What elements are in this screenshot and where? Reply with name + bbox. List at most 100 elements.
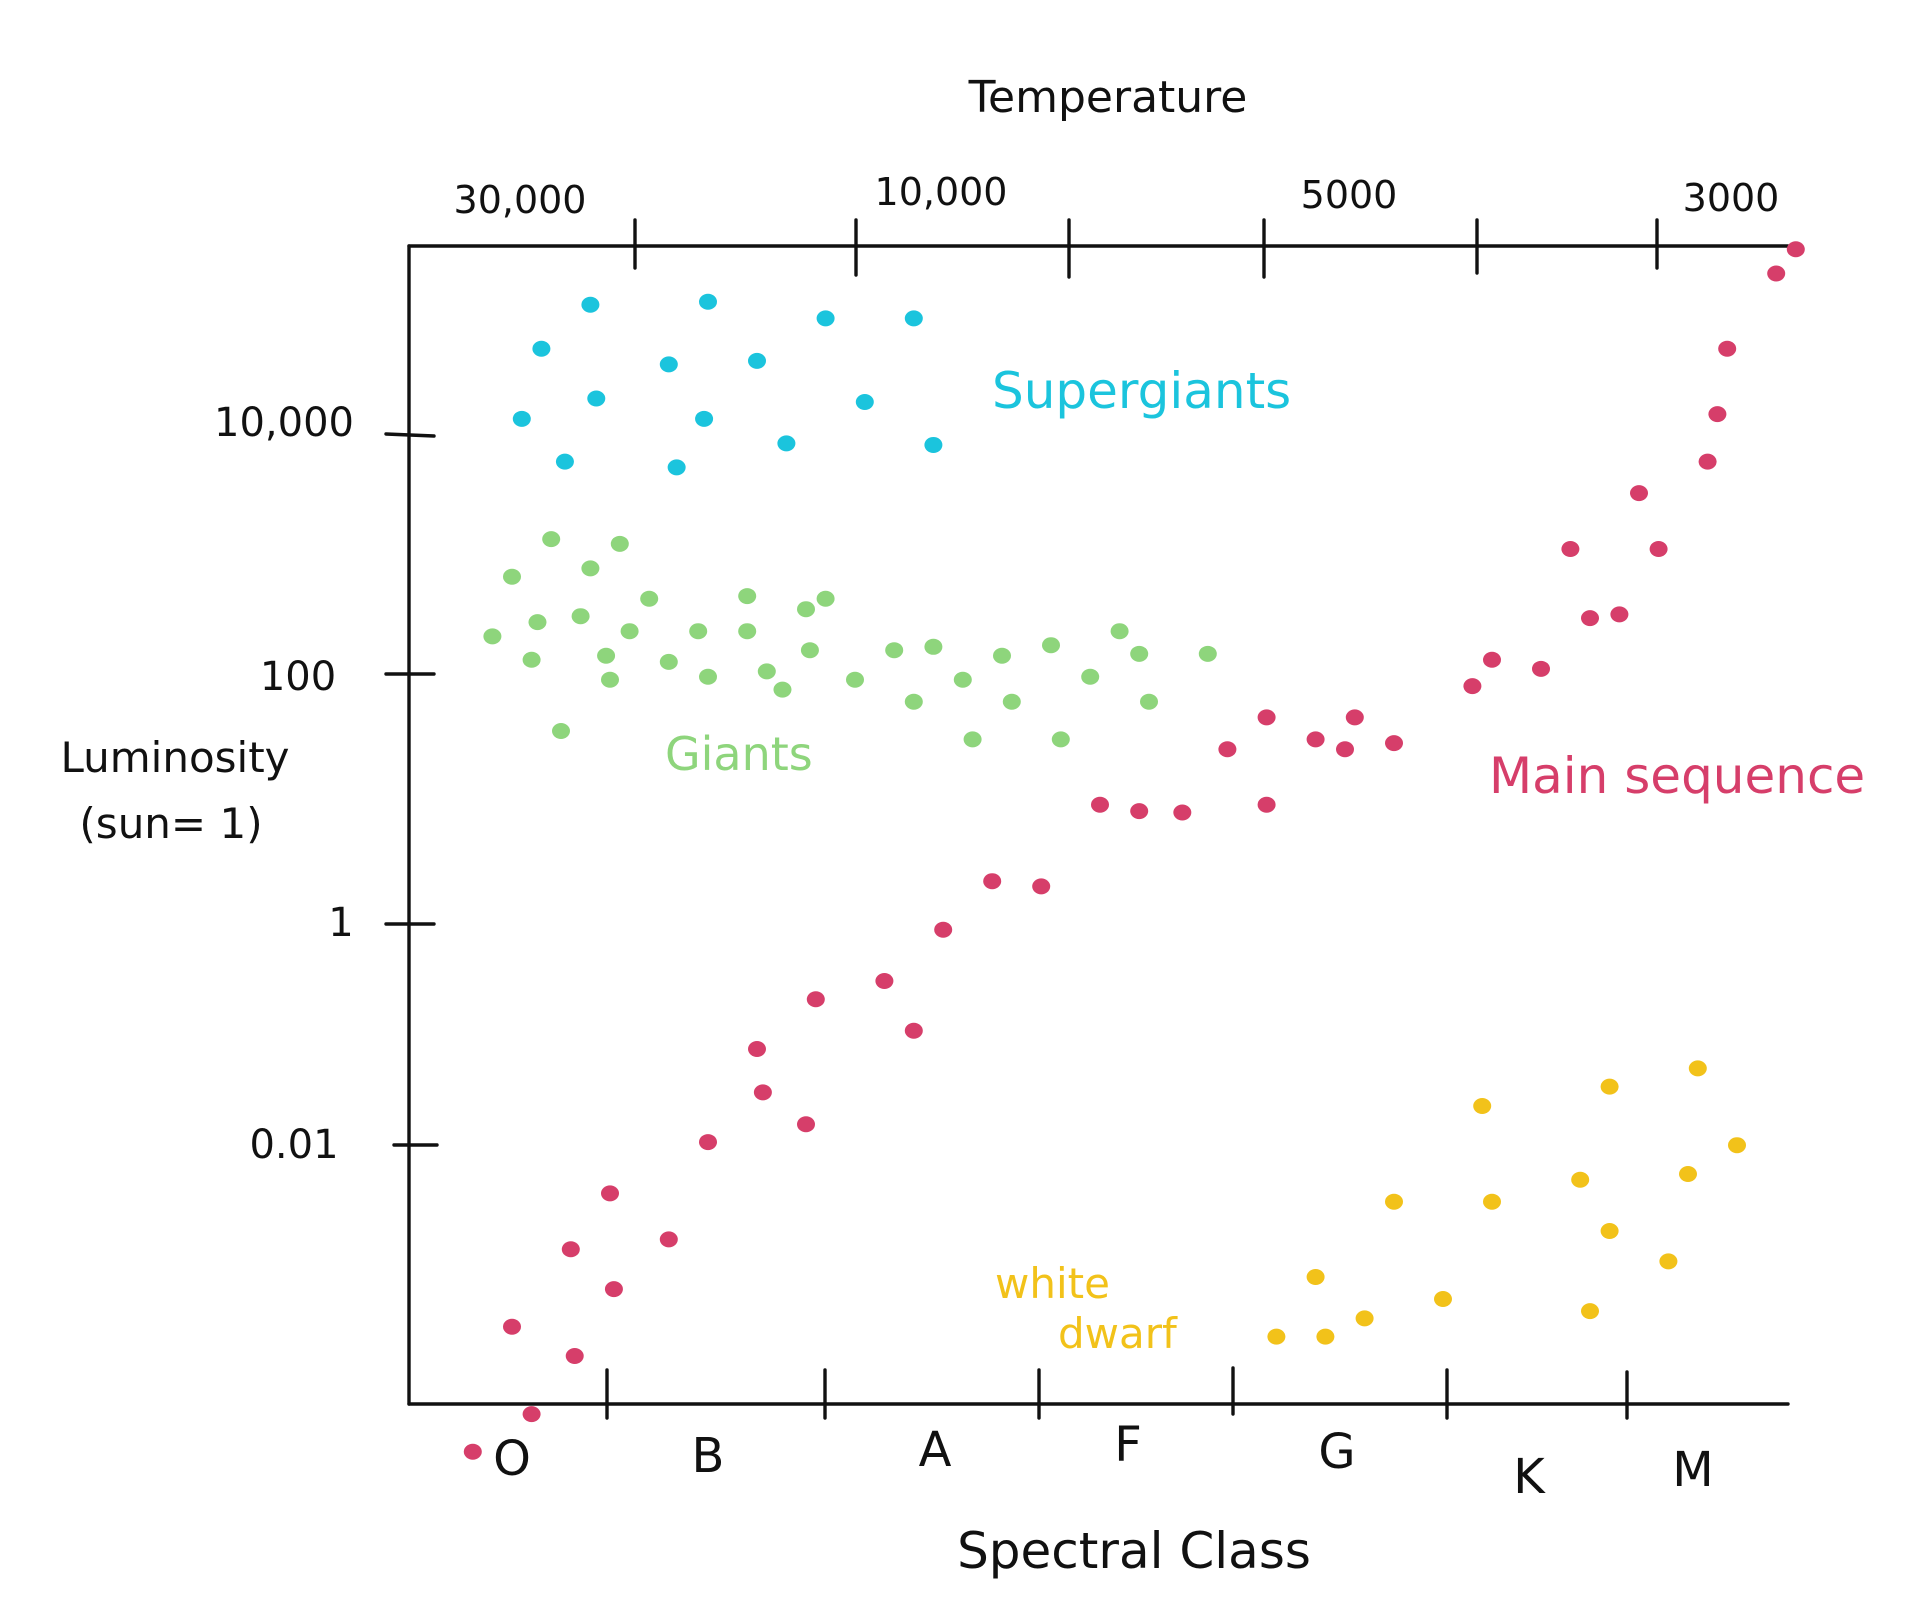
y-axis-label-line1: Luminosity bbox=[60, 733, 289, 782]
white-dwarf-point-14 bbox=[1679, 1166, 1697, 1182]
class-label-A: A bbox=[919, 1422, 952, 1478]
giants-point-16 bbox=[699, 668, 717, 685]
main-sequence-point-38 bbox=[1708, 406, 1727, 423]
white-dwarf-point-7 bbox=[1473, 1097, 1492, 1114]
giants-point-14 bbox=[659, 653, 678, 670]
main-sequence-point-35 bbox=[1630, 485, 1648, 502]
class-label-K: K bbox=[1513, 1449, 1546, 1505]
supergiants-point-3 bbox=[555, 453, 574, 470]
annotation-white-dwarf-line2: dwarf bbox=[1058, 1309, 1178, 1358]
top-axis-label: Temperature bbox=[968, 72, 1248, 123]
top-tick-label-5000: 5000 bbox=[1301, 173, 1398, 217]
main-sequence-point-4 bbox=[561, 1241, 580, 1258]
giants-point-1 bbox=[483, 628, 502, 645]
giants-point-38 bbox=[1198, 645, 1217, 662]
supergiants-point-5 bbox=[587, 390, 606, 407]
giants-point-6 bbox=[552, 722, 570, 739]
main-sequence-point-10 bbox=[748, 1041, 766, 1057]
y-tick-label-100: 100 bbox=[260, 654, 336, 700]
supergiants-point-8 bbox=[695, 410, 714, 427]
white-dwarf-point-16 bbox=[1728, 1137, 1746, 1154]
supergiants-point-9 bbox=[699, 293, 717, 310]
y-axis-label-line2: (sun= 1) bbox=[79, 799, 262, 848]
main-sequence-point-7 bbox=[604, 1281, 623, 1298]
giants-point-30 bbox=[993, 647, 1011, 664]
annotation-giants: Giants bbox=[665, 727, 813, 781]
main-sequence-point-15 bbox=[904, 1022, 923, 1039]
main-sequence-point-3 bbox=[522, 1406, 541, 1423]
supergiants-point-15 bbox=[924, 436, 943, 453]
white-dwarf-point-3 bbox=[1316, 1328, 1335, 1345]
giants-point-31 bbox=[1002, 693, 1021, 710]
white-dwarf-point-2 bbox=[1306, 1268, 1325, 1285]
main-sequence-point-37 bbox=[1698, 453, 1717, 470]
main-sequence-point-20 bbox=[1130, 803, 1149, 820]
giants-point-9 bbox=[597, 647, 616, 664]
main-sequence-point-23 bbox=[1257, 709, 1276, 726]
giants-point-33 bbox=[1051, 731, 1070, 748]
supergiants-point-13 bbox=[855, 393, 874, 410]
giants-point-34 bbox=[1081, 668, 1100, 685]
plot-frame bbox=[407, 244, 1790, 1406]
main-sequence-point-40 bbox=[1767, 265, 1786, 282]
supergiants-point-6 bbox=[659, 356, 678, 373]
main-sequence-point-19 bbox=[1091, 796, 1109, 813]
giants-point-2 bbox=[503, 568, 521, 585]
main-sequence-point-26 bbox=[1336, 741, 1354, 758]
giants-point-11 bbox=[610, 535, 629, 552]
main-sequence-point-27 bbox=[1345, 709, 1364, 726]
main-sequence-point-33 bbox=[1581, 610, 1599, 627]
giants-point-13 bbox=[640, 590, 659, 607]
white-dwarf-point-15 bbox=[1688, 1060, 1707, 1077]
main-sequence-point-24 bbox=[1257, 796, 1276, 813]
y-ticks bbox=[384, 432, 439, 1147]
top-ticks bbox=[633, 218, 1659, 279]
y-tick-label-10000: 10,000 bbox=[214, 400, 354, 446]
giants-point-7 bbox=[571, 608, 590, 625]
main-sequence-point-39 bbox=[1718, 340, 1737, 357]
giants-point-19 bbox=[757, 663, 776, 680]
series-layer bbox=[463, 241, 1805, 1460]
main-sequence-point-11 bbox=[753, 1084, 772, 1101]
main-sequence-point-12 bbox=[797, 1116, 815, 1133]
white-dwarf-point-10 bbox=[1581, 1303, 1599, 1320]
main-sequence-point-16 bbox=[934, 921, 953, 938]
main-sequence-point-14 bbox=[875, 972, 894, 989]
series-main-sequence bbox=[463, 241, 1805, 1460]
white-dwarf-point-6 bbox=[1434, 1291, 1452, 1307]
main-sequence-point-32 bbox=[1561, 541, 1580, 557]
giants-point-24 bbox=[846, 671, 864, 688]
series-giants bbox=[483, 531, 1217, 748]
bottom-ticks bbox=[605, 1366, 1629, 1420]
main-sequence-point-31 bbox=[1532, 660, 1550, 677]
main-sequence-point-17 bbox=[983, 873, 1002, 890]
supergiants-point-7 bbox=[667, 459, 686, 476]
main-sequence-point-28 bbox=[1385, 735, 1403, 752]
giants-point-20 bbox=[773, 681, 792, 698]
giants-point-4 bbox=[528, 614, 547, 631]
supergiants-point-4 bbox=[581, 296, 600, 313]
giants-point-10 bbox=[601, 671, 619, 688]
y-tick-label-0.01: 0.01 bbox=[249, 1122, 338, 1168]
giants-point-17 bbox=[738, 588, 757, 605]
giants-point-23 bbox=[816, 590, 835, 607]
supergiants-point-11 bbox=[777, 435, 796, 452]
giants-point-5 bbox=[542, 531, 561, 548]
main-sequence-point-21 bbox=[1173, 804, 1192, 821]
main-sequence-point-5 bbox=[565, 1347, 584, 1364]
main-sequence-point-8 bbox=[659, 1231, 678, 1248]
supergiants-point-14 bbox=[904, 310, 923, 327]
giants-point-15 bbox=[689, 623, 708, 640]
white-dwarf-point-12 bbox=[1600, 1222, 1619, 1239]
giants-point-22 bbox=[800, 642, 819, 659]
giants-point-26 bbox=[904, 693, 923, 710]
top-tick-label-10000: 10,000 bbox=[875, 170, 1008, 214]
supergiants-point-1 bbox=[512, 410, 531, 427]
white-dwarf-point-13 bbox=[1659, 1253, 1678, 1270]
series-supergiants bbox=[512, 293, 943, 476]
main-sequence-point-29 bbox=[1463, 678, 1482, 695]
main-sequence-point-36 bbox=[1649, 541, 1668, 557]
class-label-O: O bbox=[493, 1431, 531, 1487]
white-dwarf-point-9 bbox=[1571, 1171, 1590, 1188]
giants-point-18 bbox=[738, 623, 757, 640]
